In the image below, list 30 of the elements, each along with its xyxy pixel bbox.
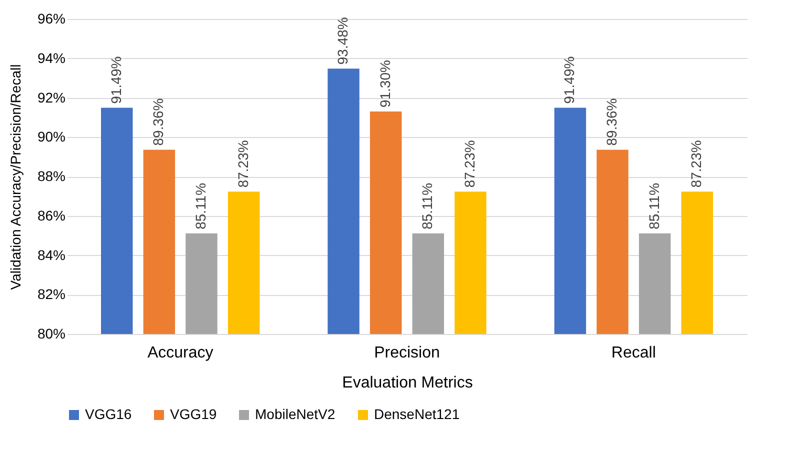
data-label: 87.23% bbox=[461, 140, 478, 188]
x-axis-title: Evaluation Metrics bbox=[342, 374, 473, 392]
legend-label: MobileNetV2 bbox=[255, 406, 336, 422]
legend-label: VGG19 bbox=[170, 406, 217, 422]
x-tick-label: Precision bbox=[374, 344, 440, 362]
y-tick-label: 94% bbox=[37, 50, 66, 66]
y-tick-label: 86% bbox=[37, 207, 66, 224]
data-label: 91.30% bbox=[376, 60, 393, 108]
y-axis-title: Validation Accuracy/Precision/Recall bbox=[7, 64, 24, 290]
legend-label: VGG16 bbox=[85, 406, 132, 422]
data-label: 87.23% bbox=[688, 140, 704, 188]
y-tick-label: 96% bbox=[37, 10, 66, 26]
y-tick-label: 80% bbox=[37, 326, 66, 342]
x-tick-label: Recall bbox=[611, 344, 656, 362]
data-label: 85.11% bbox=[646, 182, 662, 230]
data-label: 85.11% bbox=[192, 182, 208, 230]
data-label: 85.11% bbox=[419, 182, 436, 230]
data-label: 91.49% bbox=[561, 56, 578, 104]
y-tick-label: 92% bbox=[37, 89, 66, 106]
y-tick-label: 84% bbox=[37, 246, 66, 263]
data-label: 87.23% bbox=[234, 140, 251, 188]
data-label: 91.49% bbox=[108, 56, 124, 104]
y-tick-label: 82% bbox=[37, 286, 66, 302]
x-tick-label: Accuracy bbox=[147, 344, 214, 362]
data-label: 93.48% bbox=[334, 17, 351, 65]
data-label: 89.36% bbox=[150, 98, 166, 146]
y-tick-label: 88% bbox=[37, 168, 66, 184]
data-label: 89.36% bbox=[604, 98, 620, 146]
y-tick-label: 90% bbox=[37, 128, 66, 145]
legend-label: DenseNet121 bbox=[374, 406, 460, 422]
